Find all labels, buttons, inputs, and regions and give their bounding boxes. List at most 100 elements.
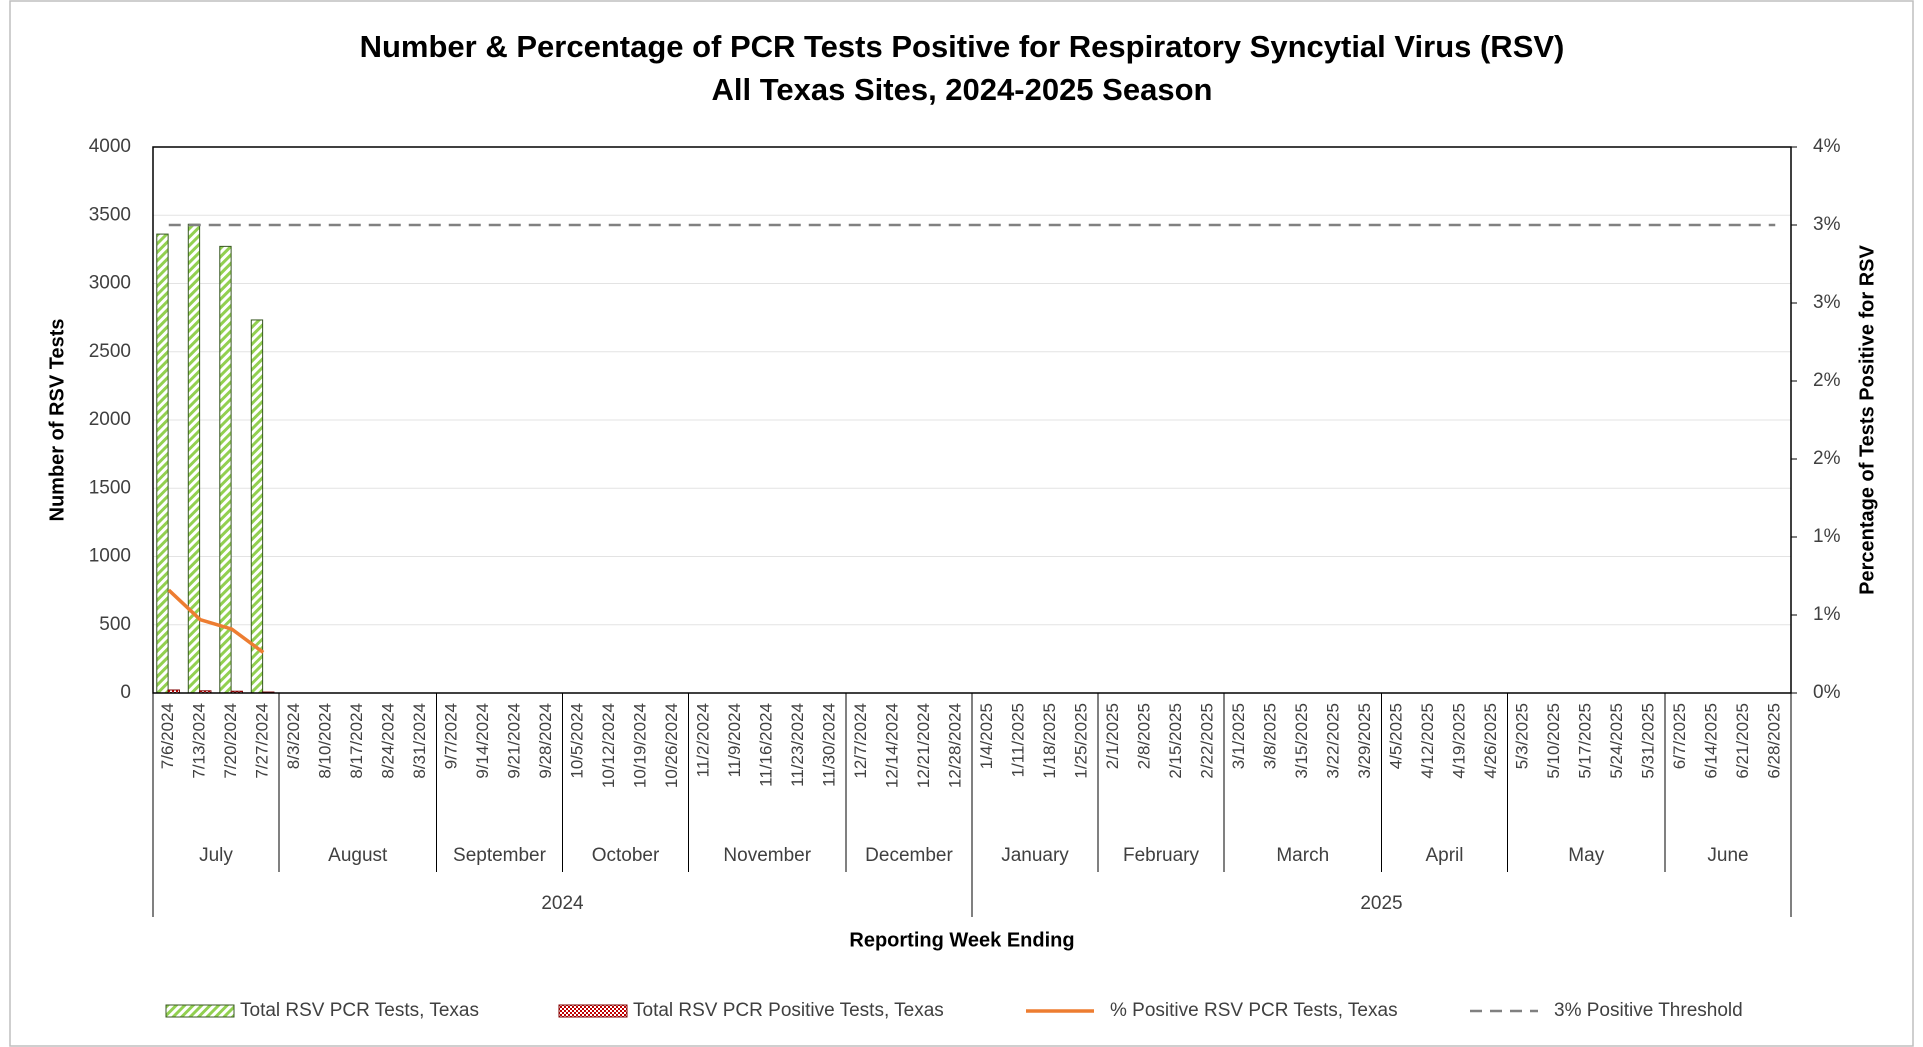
y2-tick-label: 3%: [1813, 292, 1841, 313]
x-tick-label: 4/19/2025: [1450, 703, 1469, 779]
legend-label: % Positive RSV PCR Tests, Texas: [1110, 1000, 1398, 1021]
x-tick-label: 6/7/2025: [1670, 703, 1689, 769]
x-tick-label: 9/7/2024: [442, 703, 461, 769]
x-tick-label: 8/31/2024: [410, 703, 429, 779]
y2-tick-label: 4%: [1813, 136, 1841, 157]
x-tick-label: 3/29/2025: [1355, 703, 1374, 779]
x-tick-label: 5/31/2025: [1639, 703, 1658, 779]
chart-title: Number & Percentage of PCR Tests Positiv…: [360, 29, 1565, 64]
x-tick-label: 11/9/2024: [725, 703, 744, 777]
x-tick-label: 2/1/2025: [1103, 703, 1122, 769]
y2-tick-label: 3%: [1813, 214, 1841, 235]
x-tick-label: 3/8/2025: [1261, 703, 1280, 769]
x-tick-label: 9/21/2024: [505, 703, 524, 779]
x-axis-title: Reporting Week Ending: [849, 929, 1074, 951]
y-axis-title: Number of RSV Tests: [46, 319, 68, 522]
month-label: July: [199, 845, 233, 866]
x-tick-label: 11/2/2024: [694, 703, 713, 777]
y2-tick-label: 2%: [1813, 370, 1841, 391]
x-tick-label: 11/30/2024: [820, 703, 839, 787]
x-tick-label: 3/22/2025: [1324, 703, 1343, 779]
x-tick-label: 7/20/2024: [221, 703, 240, 779]
bar: [250, 319, 264, 694]
y2-axis-title: Percentage of Tests Positive for RSV: [1856, 244, 1878, 594]
x-tick-label: 2/8/2025: [1135, 703, 1154, 769]
x-tick-label: 7/13/2024: [190, 703, 209, 779]
x-tick-label: 10/26/2024: [662, 703, 681, 788]
x-tick-label: 10/12/2024: [599, 703, 618, 788]
month-label: August: [328, 845, 388, 866]
x-tick-label: 12/7/2024: [851, 703, 870, 779]
x-tick-label: 9/14/2024: [473, 703, 492, 779]
x-tick-label: 7/27/2024: [253, 703, 272, 779]
x-tick-label: 5/3/2025: [1513, 703, 1532, 769]
legend-label: Total RSV PCR Tests, Texas: [240, 1000, 479, 1021]
x-tick-label: 2/15/2025: [1166, 703, 1185, 779]
x-tick-label: 11/23/2024: [788, 703, 807, 787]
legend-swatch: [558, 1004, 628, 1018]
month-label: April: [1425, 845, 1463, 866]
legend-label: Total RSV PCR Positive Tests, Texas: [633, 1000, 944, 1021]
x-tick-label: 5/10/2025: [1544, 703, 1563, 779]
x-tick-label: 1/4/2025: [977, 703, 996, 769]
x-tick-label: 6/14/2025: [1702, 703, 1721, 779]
x-tick-label: 6/28/2025: [1765, 703, 1784, 779]
month-label: September: [453, 845, 547, 866]
x-tick-label: 12/14/2024: [883, 703, 902, 788]
y2-tick-label: 2%: [1813, 448, 1841, 469]
x-tick-label: 2/22/2025: [1198, 703, 1217, 779]
y-tick-label: 3000: [89, 273, 131, 294]
x-tick-label: 8/3/2024: [284, 703, 303, 769]
year-label: 2024: [541, 893, 584, 914]
x-tick-label: 11/16/2024: [757, 703, 776, 787]
x-tick-label: 10/5/2024: [568, 703, 587, 779]
y2-tick-label: 1%: [1813, 604, 1841, 625]
x-tick-label: 7/6/2024: [158, 703, 177, 769]
y2-tick-label: 1%: [1813, 526, 1841, 547]
y-tick-label: 4000: [89, 136, 131, 157]
month-label: October: [592, 845, 660, 866]
x-tick-label: 9/28/2024: [536, 703, 555, 779]
x-tick-label: 1/18/2025: [1040, 703, 1059, 779]
series-line: [167, 588, 265, 654]
y-tick-label: 1500: [89, 477, 131, 498]
month-label: December: [865, 845, 953, 866]
x-tick-label: 4/26/2025: [1481, 703, 1500, 779]
x-tick-label: 6/21/2025: [1733, 703, 1752, 779]
x-tick-label: 3/15/2025: [1292, 703, 1311, 779]
x-tick-label: 3/1/2025: [1229, 703, 1248, 769]
x-tick-label: 5/17/2025: [1576, 703, 1595, 779]
y-tick-label: 0: [120, 682, 131, 703]
y-tick-label: 2500: [89, 341, 131, 362]
month-label: June: [1707, 845, 1748, 866]
x-tick-label: 12/21/2024: [914, 703, 933, 788]
x-tick-label: 8/17/2024: [347, 703, 366, 779]
chart-subtitle: All Texas Sites, 2024-2025 Season: [712, 72, 1213, 107]
month-label: May: [1568, 845, 1604, 866]
y-tick-label: 500: [99, 614, 131, 635]
legend-label: 3% Positive Threshold: [1554, 1000, 1743, 1021]
y2-tick-label: 0%: [1813, 682, 1841, 703]
bar: [187, 223, 201, 694]
month-label: March: [1276, 845, 1329, 866]
bar: [156, 233, 169, 694]
month-label: January: [1001, 845, 1069, 866]
y-tick-label: 3500: [89, 204, 131, 225]
x-tick-label: 12/28/2024: [946, 703, 965, 788]
x-tick-label: 4/12/2025: [1418, 703, 1437, 779]
x-tick-label: 1/25/2025: [1072, 703, 1091, 779]
x-tick-label: 5/24/2025: [1607, 703, 1626, 779]
chart-frame: [9, 0, 1914, 1047]
x-tick-label: 10/19/2024: [631, 703, 650, 788]
x-tick-label: 8/10/2024: [316, 703, 335, 779]
y-tick-label: 2000: [89, 409, 131, 430]
x-tick-label: 8/24/2024: [379, 703, 398, 779]
x-tick-label: 4/5/2025: [1387, 703, 1406, 769]
legend-swatch: [165, 1004, 235, 1018]
y-tick-label: 1000: [89, 546, 131, 567]
month-label: February: [1123, 845, 1200, 866]
year-label: 2025: [1360, 893, 1402, 914]
x-tick-label: 1/11/2025: [1009, 703, 1028, 777]
month-label: November: [723, 845, 811, 866]
